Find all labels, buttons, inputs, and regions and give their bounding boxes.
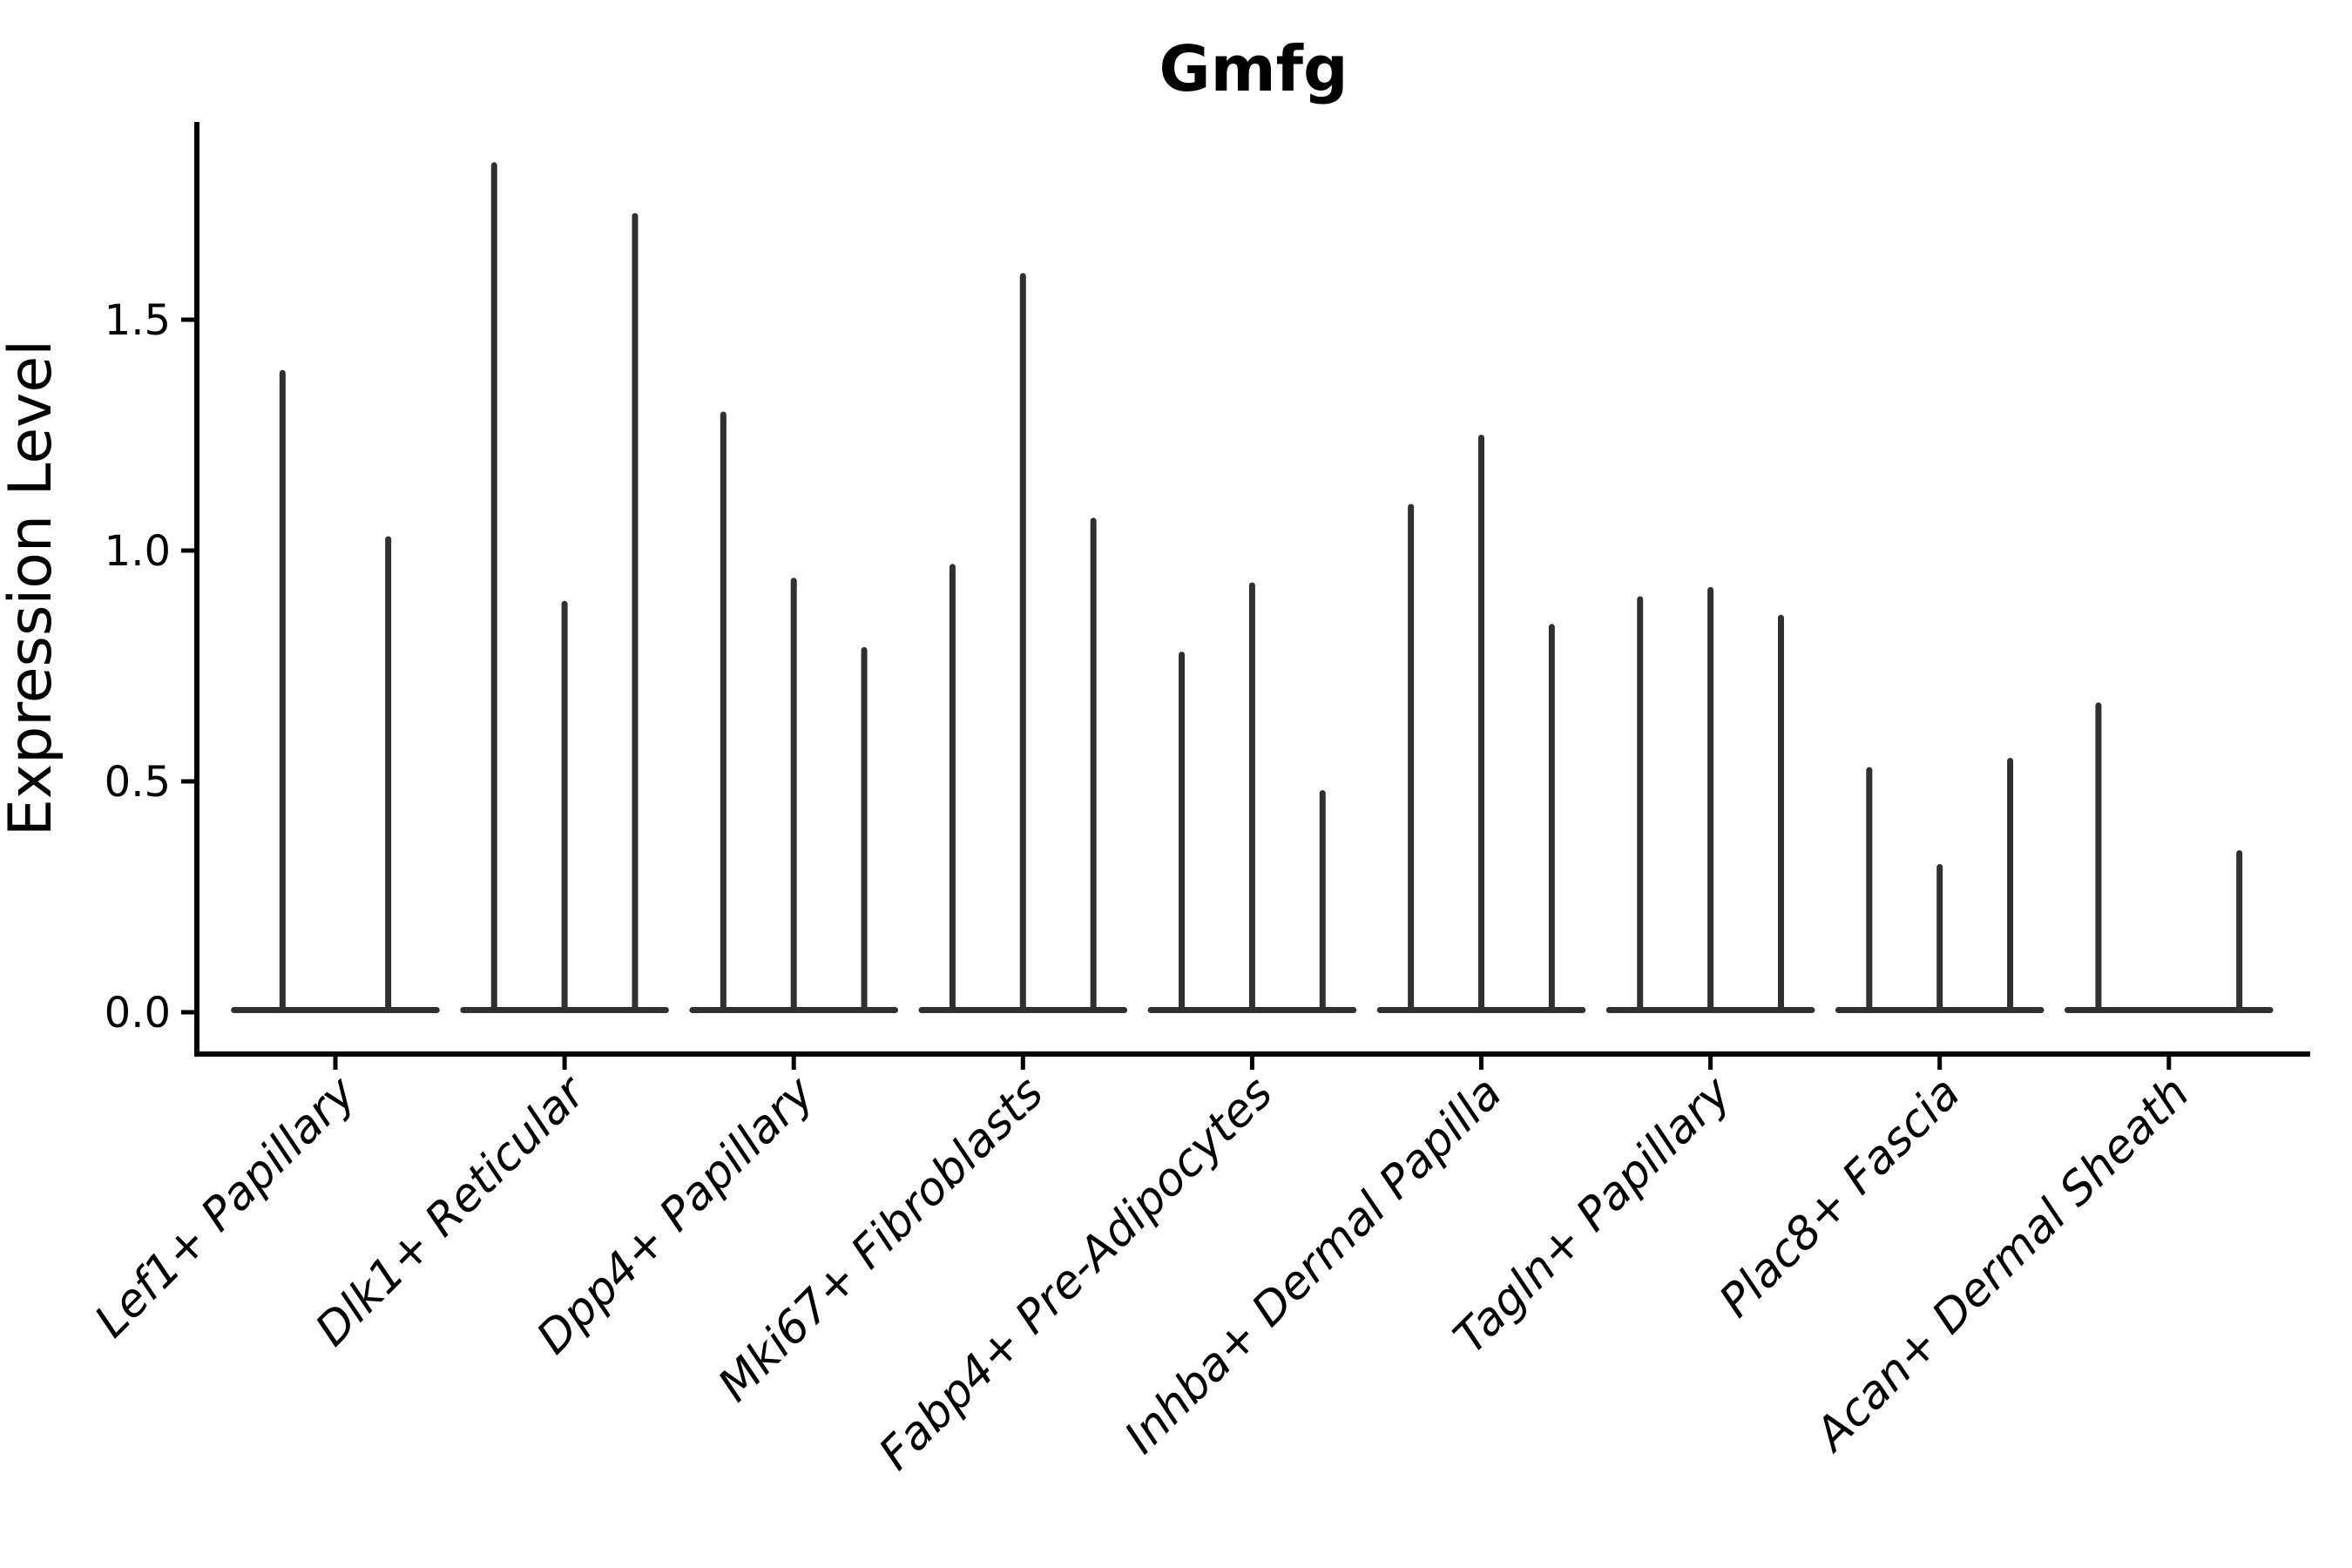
x-tick-label: Acan+ Dermal Sheath — [1804, 1067, 2200, 1463]
y-axis-label: Expression Level — [0, 340, 65, 836]
x-tick-label: Inhba+ Dermal Papilla — [1115, 1067, 1512, 1464]
y-tick-label: 1.0 — [105, 527, 171, 576]
y-tick-label: 0.0 — [105, 989, 171, 1037]
x-tick-label: Fabp4+ Pre-Adipocytes — [869, 1067, 1283, 1481]
x-tick-label: Plac8+ Fascia — [1710, 1067, 1970, 1328]
chart-title: Gmfg — [1159, 32, 1348, 105]
y-tick-label: 0.5 — [105, 758, 171, 807]
y-tick-label: 1.5 — [105, 296, 171, 345]
